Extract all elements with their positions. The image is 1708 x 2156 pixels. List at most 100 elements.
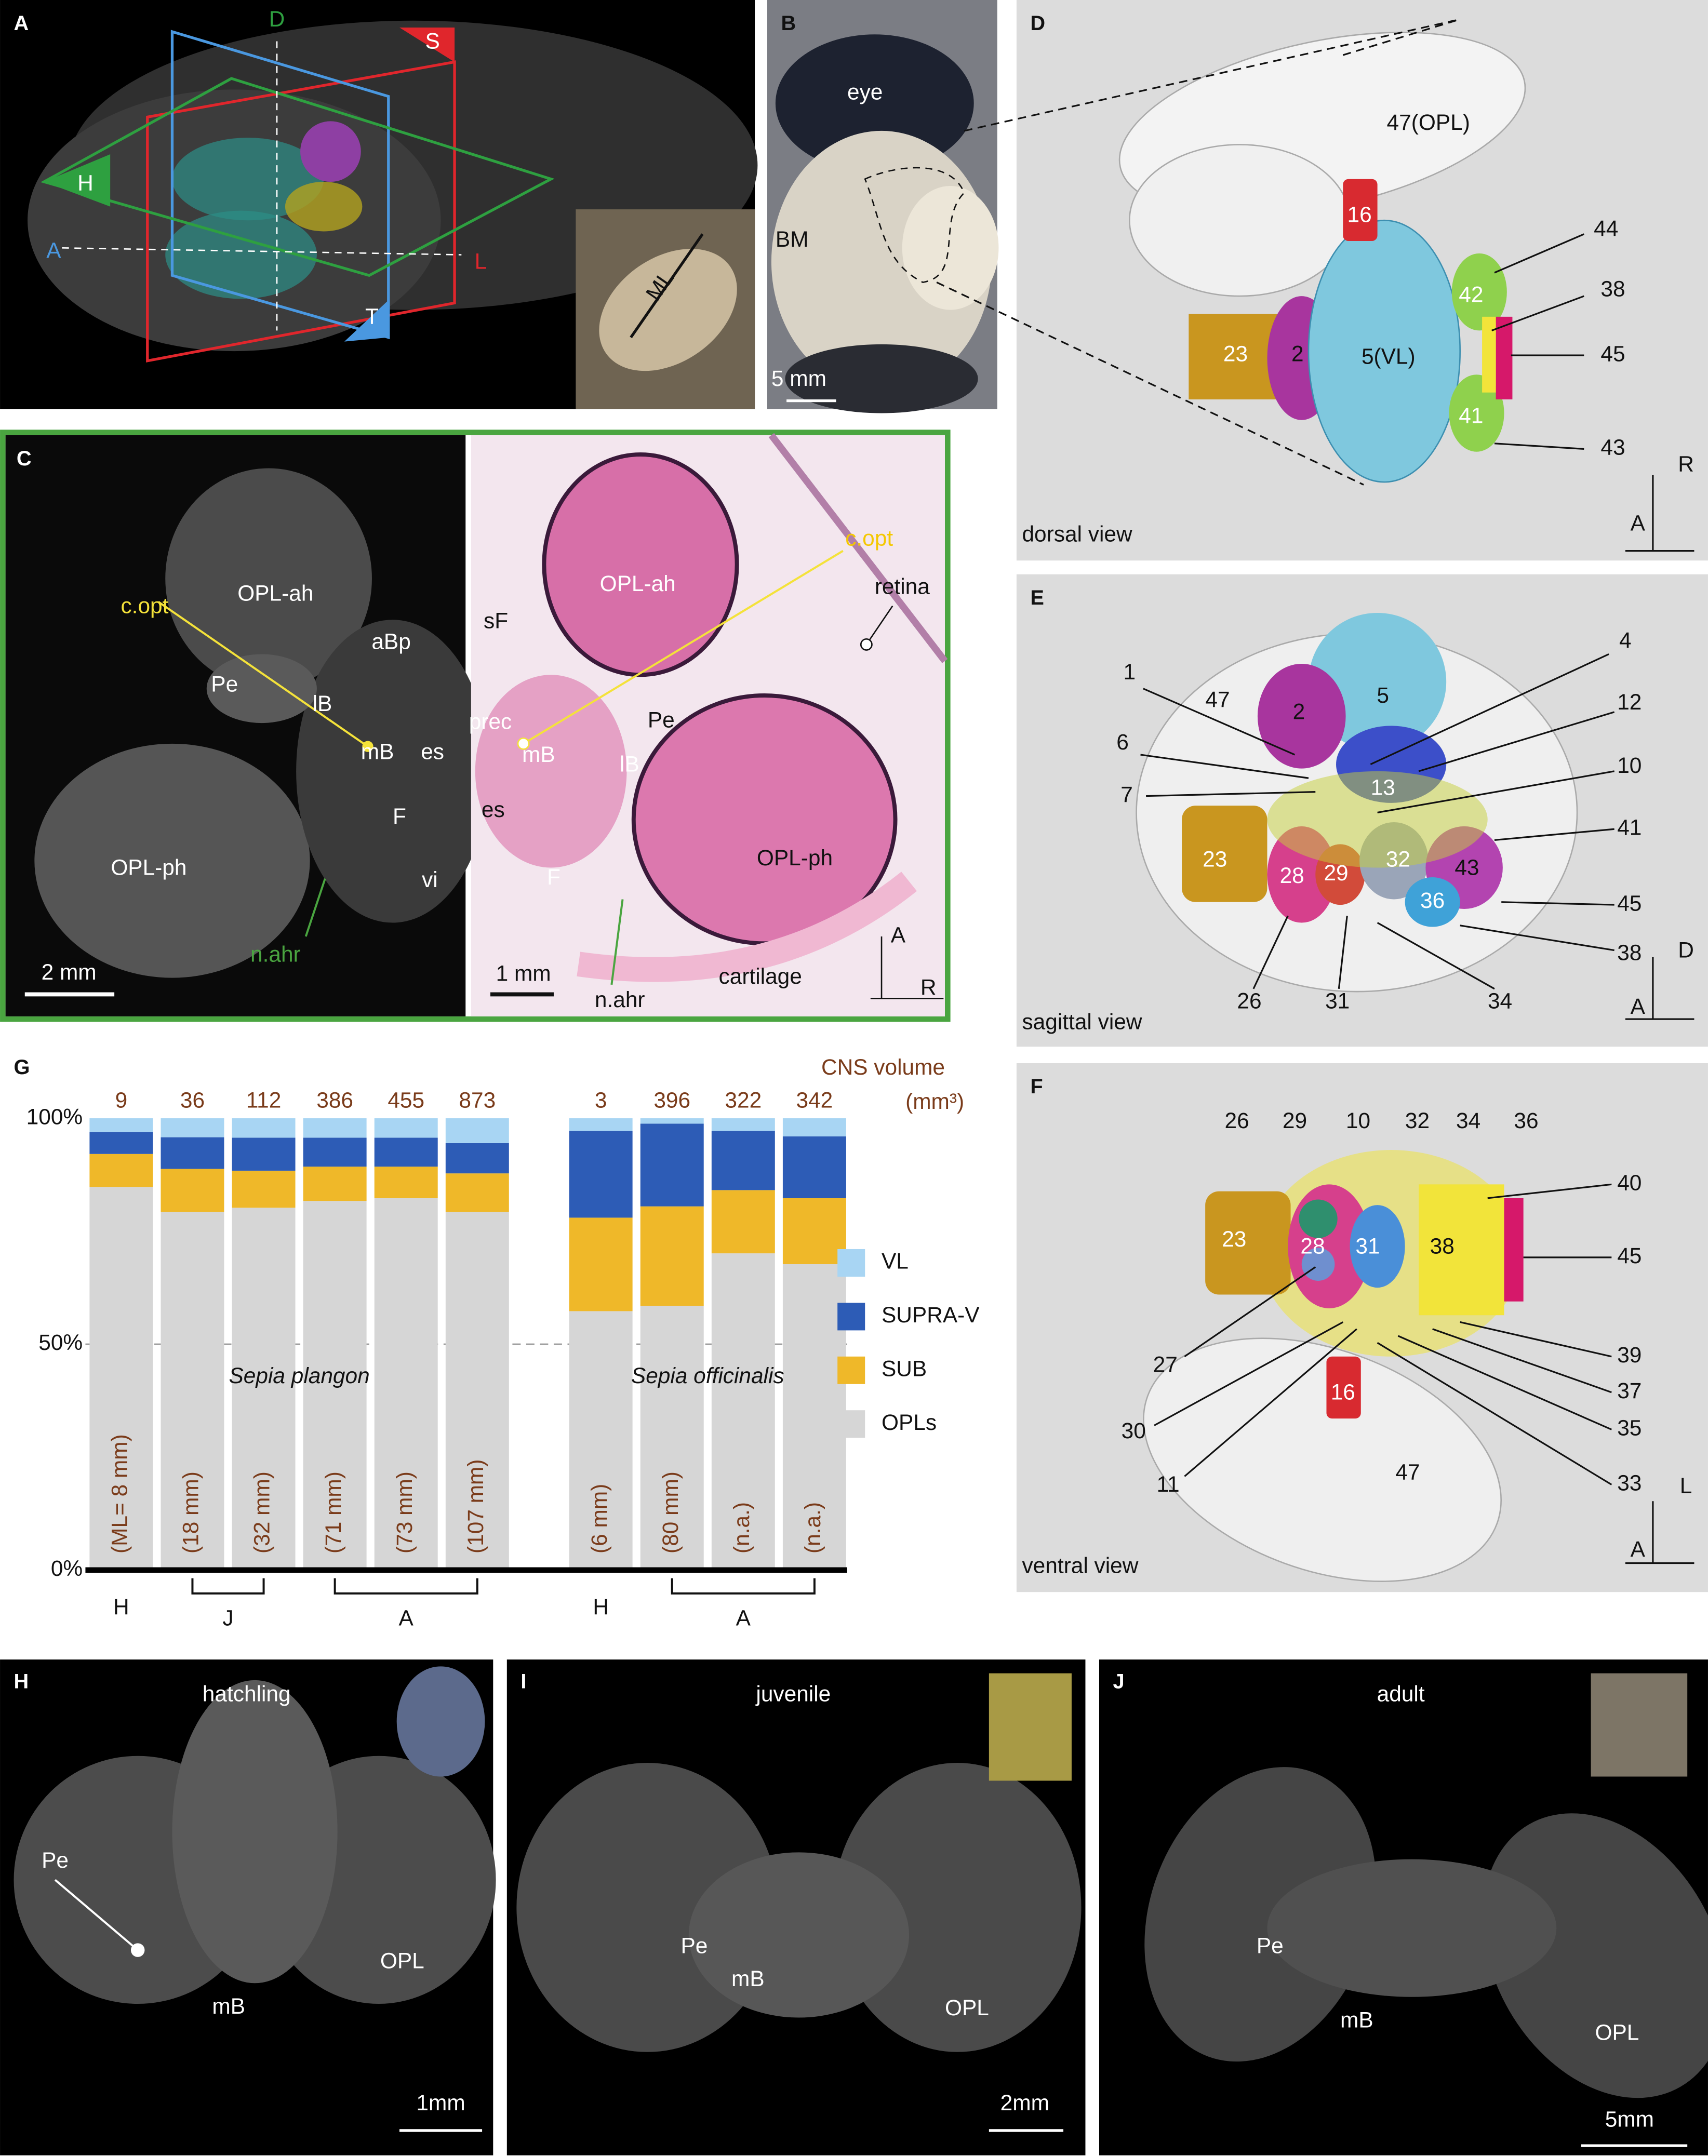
- category-label: (32 mm): [250, 1471, 274, 1554]
- panel-e-shape: [1405, 877, 1460, 927]
- leader-lines-shape: [1154, 1321, 1344, 1426]
- bar-segment: [782, 1198, 846, 1264]
- label: es: [421, 740, 444, 764]
- leader-lines-shape: [1494, 443, 1584, 450]
- leader-lines-shape: [1370, 653, 1609, 766]
- panel-e: E 47 5 2 1 4 12 6 10 7 13 41 23 28 29 32 43 36 45…: [1016, 574, 1708, 1047]
- panel-c-shape: [34, 743, 310, 978]
- label: 29: [1283, 1108, 1307, 1133]
- label: 28: [1280, 863, 1304, 888]
- label: Pe: [648, 708, 675, 732]
- panel-e-shape: [1257, 664, 1346, 769]
- category-label: (ML= 8 mm): [108, 1434, 132, 1554]
- leader-lines: [1140, 653, 1694, 1020]
- panel-f-shape: [1504, 1198, 1524, 1302]
- bar-segment: [445, 1173, 509, 1212]
- bar-segment: [569, 1131, 633, 1218]
- label: L: [1680, 1474, 1692, 1498]
- panel-c-shape: [206, 654, 317, 724]
- leader-lines-shape: [1487, 1183, 1612, 1199]
- panel-letter: I: [521, 1670, 526, 1693]
- leader-lines-shape: [1338, 916, 1348, 989]
- group-label: A: [399, 1605, 414, 1630]
- bar-segment: [711, 1118, 775, 1131]
- legend-swatch: [837, 1356, 865, 1384]
- leader-lines-shape: [1377, 1342, 1612, 1485]
- panel-c-shape: [165, 468, 372, 689]
- label: 33: [1617, 1471, 1642, 1495]
- leader-lines-shape: [1397, 1335, 1612, 1430]
- category-label: (80 mm): [658, 1471, 683, 1554]
- group-bracket: [191, 1578, 265, 1595]
- label: A: [891, 922, 906, 947]
- panel-a-shape: [165, 210, 317, 299]
- panel-d-shape: [1451, 253, 1507, 331]
- panel-letter: J: [1113, 1670, 1124, 1693]
- group-label: H: [113, 1595, 129, 1619]
- label: dorsal view: [1022, 522, 1132, 546]
- volume-label: 112: [246, 1088, 282, 1112]
- panel-f-shape: [1301, 1248, 1335, 1281]
- label: mB: [1340, 2008, 1373, 2032]
- label: ventral view: [1022, 1554, 1138, 1578]
- label: 36: [1420, 888, 1445, 913]
- leader-lines-shape: [1460, 1321, 1612, 1358]
- y-tick-label: 0%: [51, 1556, 83, 1581]
- panel-a-shape: [146, 60, 456, 363]
- bar-segment: [303, 1201, 367, 1570]
- bar-segment: [89, 1132, 153, 1154]
- bar-segment: [782, 1136, 846, 1198]
- bar-segment: [640, 1206, 704, 1306]
- category-label: (71 mm): [321, 1471, 345, 1554]
- bar-segment: [161, 1169, 224, 1212]
- group-bracket: [333, 1578, 478, 1595]
- label: 31: [1325, 989, 1350, 1013]
- bar-segment: [374, 1118, 438, 1138]
- scale-label: 2mm: [1000, 2091, 1049, 2115]
- panel-f-shape: [1143, 1337, 1502, 1582]
- volume-label: 36: [180, 1088, 205, 1112]
- bar-segment: [569, 1118, 633, 1131]
- label: mB: [212, 1994, 245, 2018]
- label: Pe: [1257, 1933, 1284, 1958]
- bar-segment: [161, 1137, 224, 1169]
- label: OPL-ph: [111, 855, 186, 879]
- plane-label: H: [77, 171, 94, 195]
- value-title: CNS volume: [821, 1055, 945, 1079]
- panel-j-shape: [1591, 1673, 1688, 1777]
- panel-c-shape: [542, 452, 739, 677]
- leader-lines: [1154, 1183, 1694, 1564]
- bar-segment: [232, 1118, 296, 1138]
- bar-segment: [711, 1131, 775, 1190]
- volume-label: 342: [796, 1088, 833, 1112]
- group-bracket: [671, 1578, 816, 1595]
- panel-f-shape: [1205, 1191, 1291, 1295]
- y-tick-label: 100%: [26, 1104, 83, 1129]
- bar-segment: [303, 1137, 367, 1167]
- label: 38: [1600, 277, 1625, 301]
- panel-b-shape: [775, 34, 974, 172]
- panel-h: H hatchling Pe mB OPL 1mm: [0, 1659, 496, 2155]
- legend-swatch: [837, 1249, 865, 1277]
- label: A: [1631, 994, 1646, 1019]
- volume-label: 3: [595, 1088, 607, 1112]
- label: 27: [1153, 1352, 1178, 1377]
- panel-letter: G: [14, 1056, 30, 1079]
- label: 29: [1324, 861, 1348, 885]
- bar-segment: [232, 1208, 296, 1570]
- panel-f-shape: [1419, 1184, 1504, 1316]
- label: 26: [1237, 989, 1261, 1013]
- bar-segment: [445, 1212, 509, 1570]
- label: OPL-ah: [600, 571, 676, 596]
- label: 47: [1395, 1459, 1420, 1484]
- label: OPL: [380, 1949, 424, 1973]
- panel-a-shape: [172, 138, 324, 221]
- panel-h-shape: [130, 1943, 145, 1957]
- label: c.opt: [121, 594, 168, 618]
- label: Pe: [211, 672, 238, 697]
- panel-letter: E: [1030, 586, 1044, 609]
- leader-lines-shape: [1460, 925, 1614, 952]
- label: 38: [1430, 1234, 1455, 1258]
- bar-segment: [89, 1187, 153, 1570]
- category-label: (73 mm): [392, 1471, 417, 1554]
